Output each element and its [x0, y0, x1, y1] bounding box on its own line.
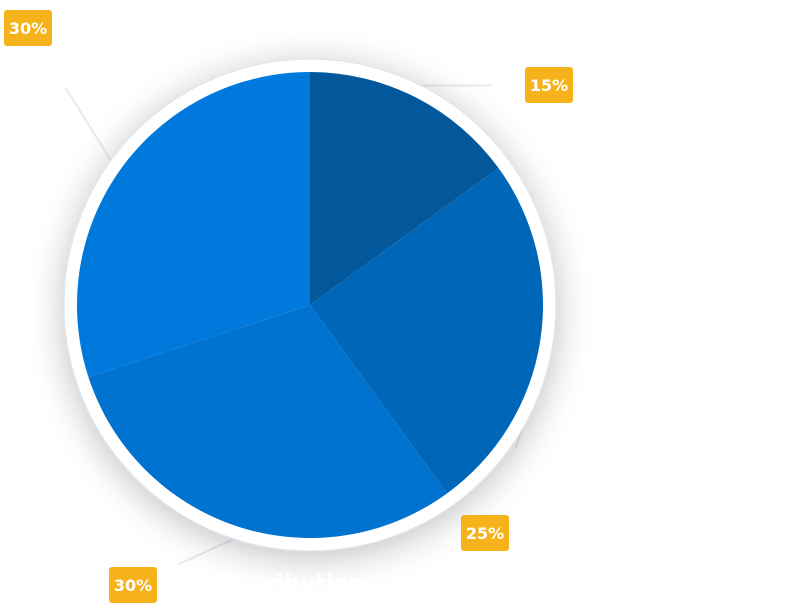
percentage-badge: 15%: [525, 67, 573, 103]
leader-line: [64, 87, 112, 161]
percentage-badge: 25%: [461, 515, 509, 551]
badge-value-label: 30%: [9, 19, 47, 38]
pie-slices: [76, 72, 543, 538]
badge-background: [4, 10, 52, 46]
pie-slice: [88, 305, 447, 538]
slice-name-labels: Distribution Reserve: [200, 11, 364, 596]
pie-slice: [310, 168, 543, 494]
percentage-badge: 30%: [109, 567, 157, 603]
badge-background: [461, 515, 509, 551]
slice-name-label: Reserve: [200, 11, 300, 36]
leader-line: [178, 538, 235, 566]
badge-value-label: 15%: [530, 76, 568, 95]
pie-slice: [76, 72, 311, 378]
badge-value-label: 30%: [114, 576, 152, 595]
badge-background: [525, 67, 573, 103]
badge-value-label: 25%: [466, 524, 504, 543]
slice-name-label: Distribution: [216, 571, 364, 596]
badge-background: [109, 567, 157, 603]
percentage-badge: 30%: [4, 10, 52, 46]
pie-slice: [310, 72, 499, 305]
percentage-badges: 15% 25% 30% 30%: [4, 10, 573, 603]
